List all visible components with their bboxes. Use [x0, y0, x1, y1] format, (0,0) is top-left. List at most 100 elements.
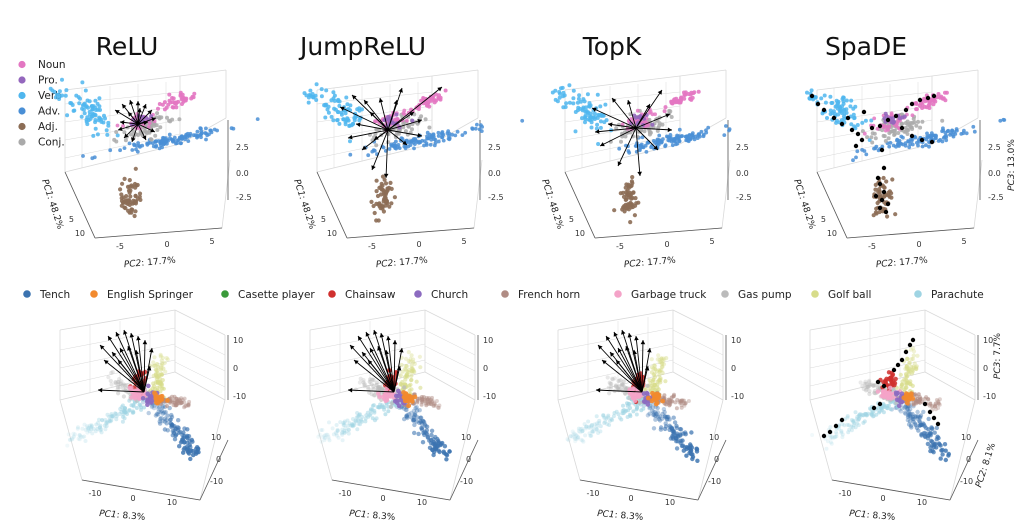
- data-point: [354, 415, 359, 420]
- data-point: [348, 423, 353, 428]
- decoder-arrow: [137, 335, 145, 393]
- data-point: [121, 394, 126, 399]
- data-point: [937, 402, 942, 407]
- data-point: [946, 451, 951, 457]
- data-point: [629, 117, 634, 121]
- arrow-head: [119, 348, 125, 353]
- arrow-head: [417, 118, 422, 124]
- dictionary-point: [833, 423, 839, 429]
- grid-line: [672, 361, 724, 388]
- grid-line: [924, 329, 976, 356]
- axis-line: [81, 479, 201, 501]
- data-point: [119, 379, 124, 384]
- data-point: [934, 398, 939, 402]
- data-point: [158, 352, 163, 357]
- data-point: [873, 146, 878, 151]
- x-tick-label: 0: [164, 240, 169, 249]
- data-point: [620, 409, 625, 413]
- data-point: [603, 102, 608, 107]
- data-point: [883, 139, 888, 143]
- data-point: [904, 382, 909, 387]
- data-point: [619, 139, 623, 144]
- data-point: [122, 130, 127, 135]
- data-point: [207, 132, 211, 137]
- data-point: [127, 141, 132, 146]
- data-point: [367, 379, 372, 384]
- data-point: [82, 101, 87, 106]
- data-point: [195, 133, 200, 138]
- arrow-head: [592, 107, 597, 112]
- data-point: [90, 431, 95, 436]
- legend-label: Parachute: [931, 289, 984, 301]
- data-point: [376, 202, 381, 207]
- arrow-head: [617, 161, 622, 166]
- data-point: [167, 132, 172, 137]
- data-point: [137, 396, 142, 401]
- decoder-arrow: [387, 111, 415, 131]
- data-point: [81, 154, 85, 158]
- data-point: [97, 417, 101, 422]
- data-point: [341, 117, 346, 122]
- legend-marker: [18, 138, 26, 146]
- arrow-head: [136, 336, 141, 341]
- box-edge: [557, 309, 674, 331]
- data-point: [365, 410, 370, 415]
- data-point: [942, 442, 948, 447]
- data-point: [596, 431, 601, 435]
- data-point: [621, 403, 625, 408]
- legend-marker: [914, 290, 922, 298]
- data-point: [429, 397, 433, 402]
- arrow-head: [644, 366, 650, 371]
- x-tick-label: 0: [628, 494, 633, 503]
- data-point: [372, 393, 377, 398]
- data-point: [132, 142, 136, 147]
- data-point: [114, 381, 119, 386]
- data-point: [678, 399, 683, 404]
- data-point: [356, 421, 361, 426]
- data-point: [323, 433, 328, 437]
- data-point: [80, 435, 85, 440]
- data-point: [909, 425, 914, 430]
- data-point: [86, 427, 91, 432]
- z-tick-label: 2.5: [988, 143, 1001, 152]
- data-point: [123, 138, 128, 143]
- data-point: [93, 126, 98, 131]
- z-tick-label: -2.5: [736, 193, 752, 202]
- data-point: [319, 87, 324, 92]
- data-point: [583, 433, 588, 438]
- data-point: [152, 390, 157, 396]
- data-point: [126, 208, 131, 213]
- data-point: [314, 82, 319, 87]
- data-point: [577, 429, 581, 434]
- data-point: [869, 118, 874, 123]
- x-axis-label: PC1: 8.3%: [597, 509, 644, 523]
- data-point: [688, 448, 694, 453]
- data-point: [103, 418, 108, 422]
- data-point: [922, 104, 927, 109]
- data-point: [406, 359, 411, 364]
- data-point: [908, 414, 913, 419]
- data-point: [882, 194, 887, 199]
- data-point: [129, 132, 133, 137]
- data-point: [108, 148, 113, 153]
- dictionary-point: [869, 125, 875, 131]
- data-point: [326, 436, 331, 441]
- data-point: [662, 109, 667, 114]
- data-point: [904, 364, 909, 369]
- data-point: [88, 425, 93, 430]
- data-point: [152, 123, 157, 128]
- data-point: [387, 147, 392, 151]
- axis-line: [346, 227, 475, 239]
- arrow-head: [112, 352, 117, 357]
- data-point: [418, 415, 423, 420]
- data-point: [421, 395, 426, 400]
- data-point: [845, 414, 850, 419]
- data-point: [355, 418, 360, 423]
- decoder-arrow: [387, 119, 423, 131]
- data-point: [833, 104, 838, 109]
- data-point: [412, 361, 417, 366]
- data-point: [159, 115, 164, 120]
- data-point: [590, 423, 595, 427]
